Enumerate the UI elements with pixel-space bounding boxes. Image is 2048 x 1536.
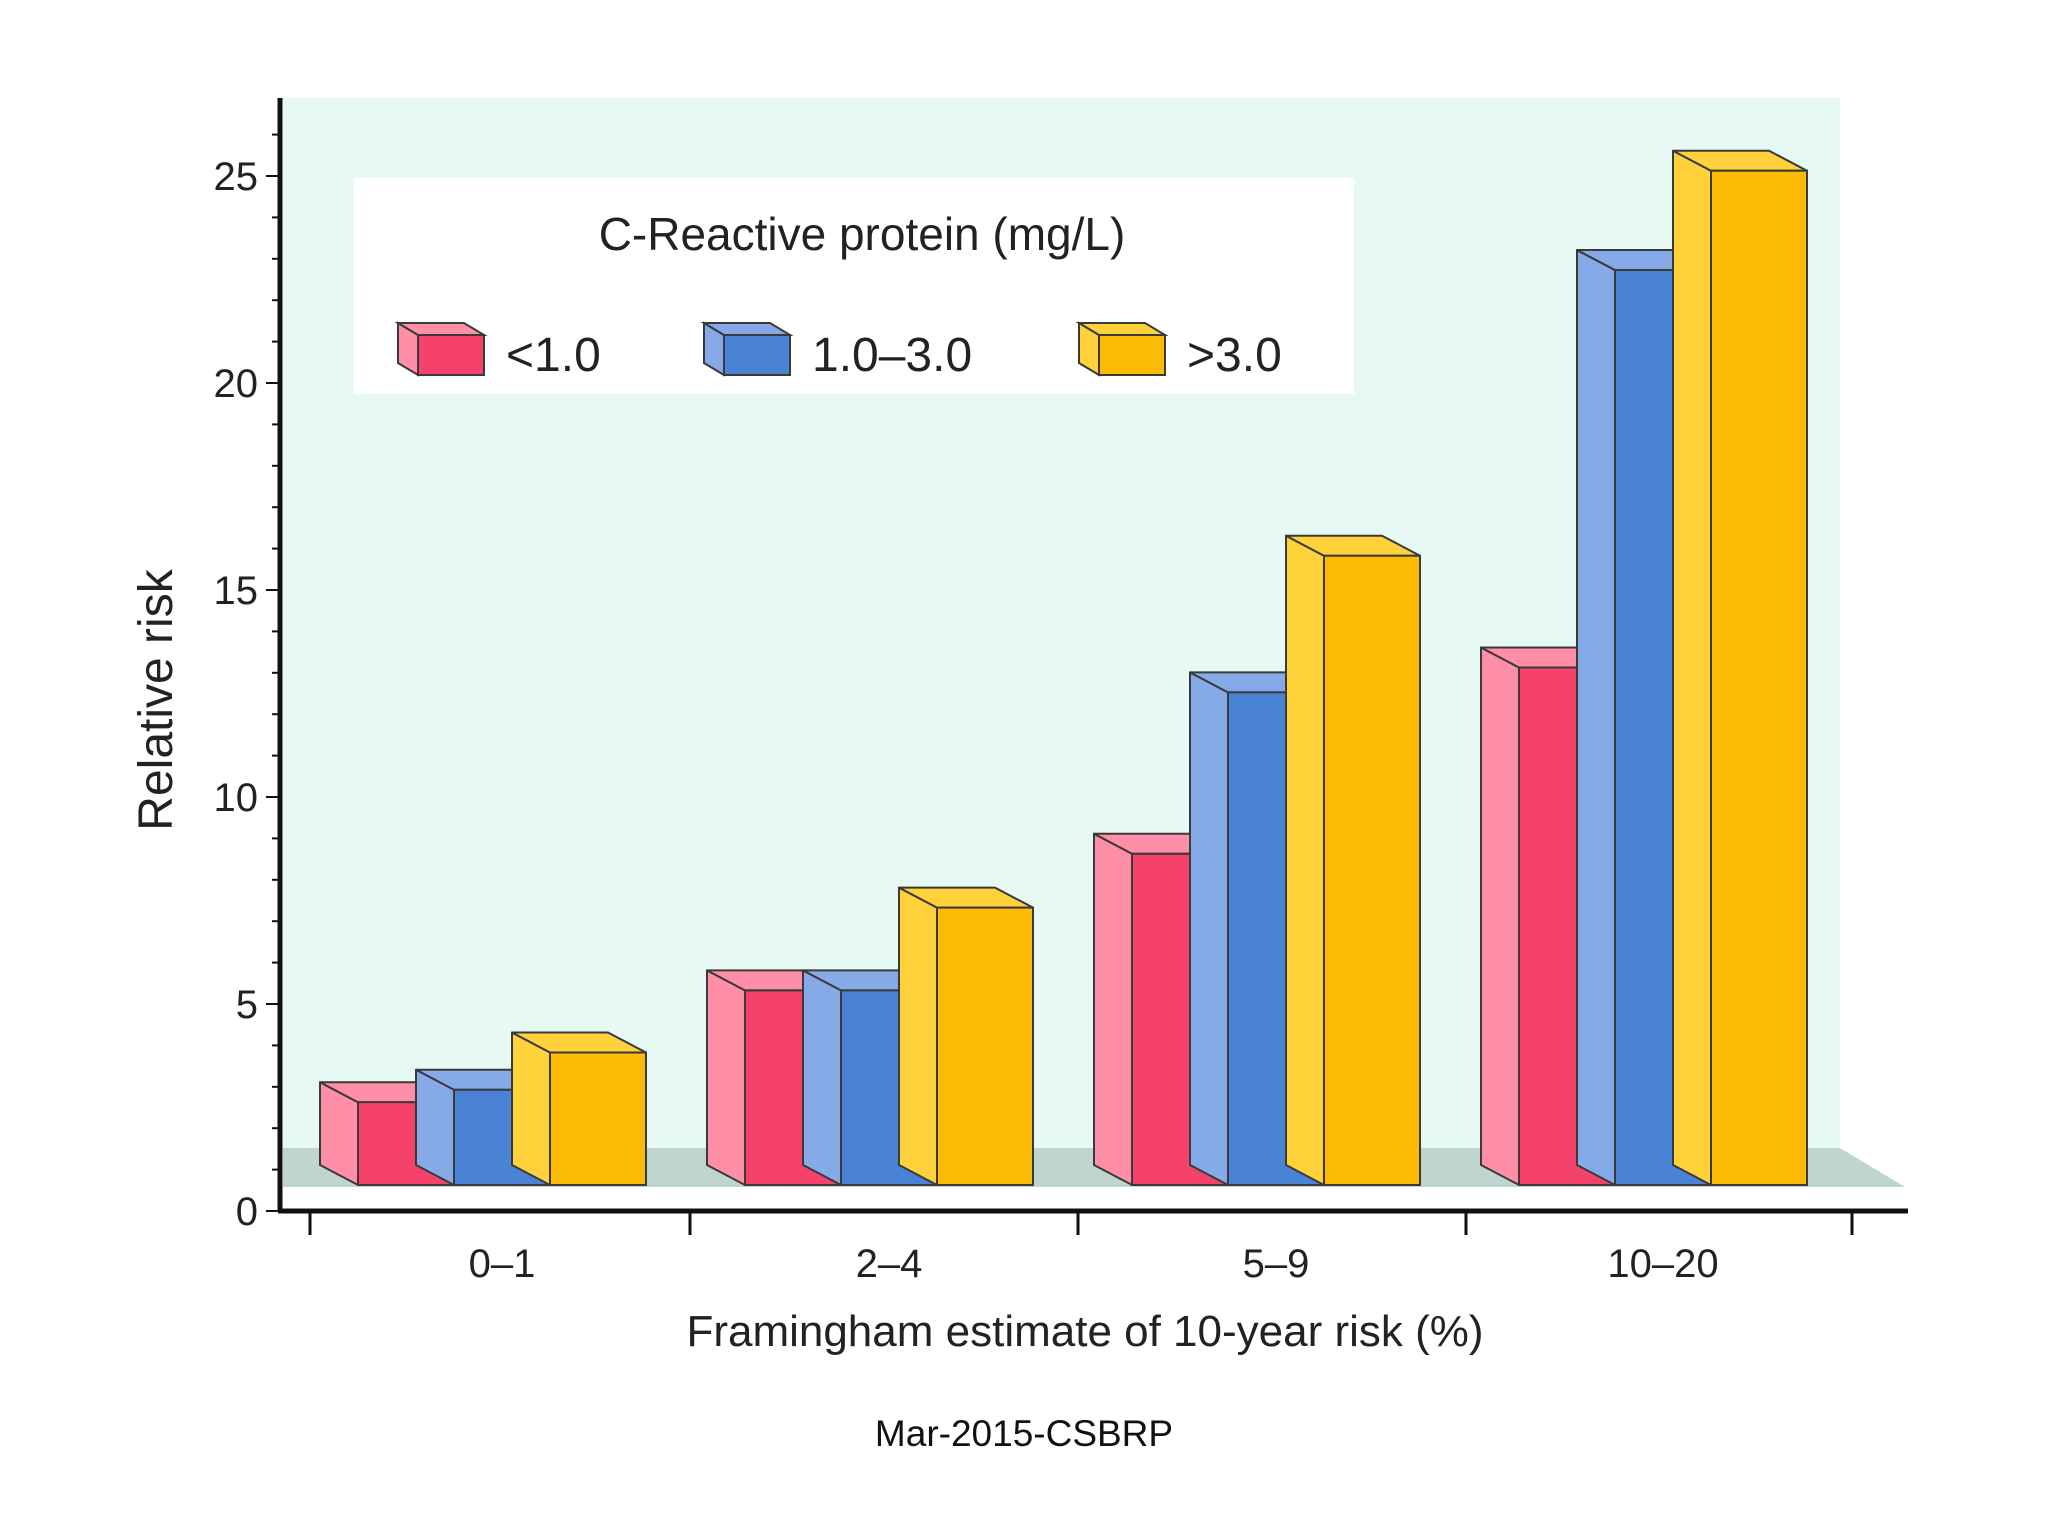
footer-text: Mar-2015-CSBRP [874, 1413, 1174, 1454]
axes-layer: 0 5 10 15 20 25 0–1 2–4 5–9 10–20 Framingham estim… [130, 98, 1908, 1356]
legend-swatch-front [1098, 334, 1166, 376]
x-tick-label: 2–4 [856, 1242, 923, 1286]
bars-layer [319, 149, 1808, 1187]
legend-box [354, 178, 1354, 394]
bar-front-face [1710, 169, 1808, 1186]
bar-side-face [706, 969, 746, 1186]
bar-side-face [1672, 149, 1712, 1186]
bar-side-face [802, 969, 842, 1186]
legend-label: >3.0 [1187, 329, 1282, 382]
bar-side-face [1093, 832, 1133, 1186]
bar-side-face [1285, 534, 1325, 1186]
x-tick-label: 5–9 [1243, 1242, 1310, 1286]
legend-label: 1.0–3.0 [812, 329, 972, 382]
bar-side-face [511, 1031, 551, 1186]
y-tick-label: 5 [236, 983, 258, 1027]
legend-swatch-front [417, 334, 485, 376]
legend-title: C-Reactive protein (mg/L) [599, 208, 1126, 260]
y-axis-title: Relative risk [130, 568, 183, 830]
legend: C-Reactive protein (mg/L) <1.0 1.0–3.0 >3.0 [354, 178, 1354, 394]
bar-side-face [1189, 671, 1229, 1186]
y-tick-label: 15 [214, 569, 259, 613]
bar-front-face [549, 1051, 647, 1187]
bar-2–4->3.0 [898, 886, 1034, 1186]
bar-0–1->3.0 [511, 1031, 647, 1187]
y-tick-label: 20 [214, 362, 259, 406]
bar-side-face [1480, 646, 1520, 1186]
legend-swatch-1.0–3.0 [700, 321, 794, 377]
bar-side-face [898, 886, 938, 1186]
legend-swatch-<1.0 [394, 321, 488, 377]
y-tick-label: 10 [214, 776, 259, 820]
y-tick-label: 25 [214, 155, 259, 199]
legend-label: <1.0 [506, 329, 601, 382]
legend-swatch-front [723, 334, 791, 376]
x-axis-title: Framingham estimate of 10-year risk (%) [686, 1307, 1483, 1356]
legend-swatch->3.0 [1075, 321, 1169, 377]
bar-10–20->3.0 [1672, 149, 1808, 1186]
bar-front-face [936, 906, 1034, 1186]
y-tick-label: 0 [236, 1190, 258, 1234]
x-tick-label: 0–1 [469, 1242, 536, 1286]
bar-side-face [1576, 249, 1616, 1186]
bar-5–9->3.0 [1285, 534, 1421, 1186]
bar-front-face [1323, 554, 1421, 1186]
x-tick-label: 10–20 [1607, 1242, 1718, 1286]
